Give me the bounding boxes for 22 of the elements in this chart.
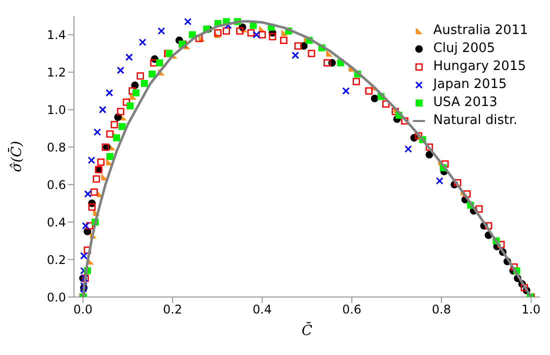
y-tick-label: 0.0 (46, 290, 66, 304)
x-tick-label: 0.0 (73, 302, 93, 317)
x-tick-label: 1.0 (521, 302, 541, 317)
legend-label: Natural distr. (433, 112, 518, 130)
y-tick-label: 1.4 (46, 28, 66, 42)
x-tick-label: 0.6 (342, 302, 362, 317)
legend-label: Cluj 2005 (433, 40, 496, 58)
y-tick-label: 0.2 (46, 252, 66, 267)
y-tick-label: 0.4 (46, 215, 66, 230)
x-tick-label: 0.2 (163, 302, 182, 317)
x-tick-label: 0.8 (432, 302, 451, 317)
y-tick-label: 0.6 (46, 178, 66, 192)
y-tick-label: 1.0 (46, 102, 66, 117)
x-tick-label: 0.4 (252, 302, 272, 317)
legend-label: Japan 2015 (433, 76, 507, 94)
y-tick-label: 1.2 (46, 65, 66, 80)
y-tick-label: 0.8 (46, 140, 66, 154)
legend-label: Hungary 2015 (433, 58, 526, 76)
legend-label: Australia 2011 (433, 22, 528, 40)
y-axis-title: σ̂(C̄) (7, 140, 25, 172)
legend-label: USA 2013 (433, 94, 498, 112)
x-axis-title: C̄ (302, 321, 313, 339)
